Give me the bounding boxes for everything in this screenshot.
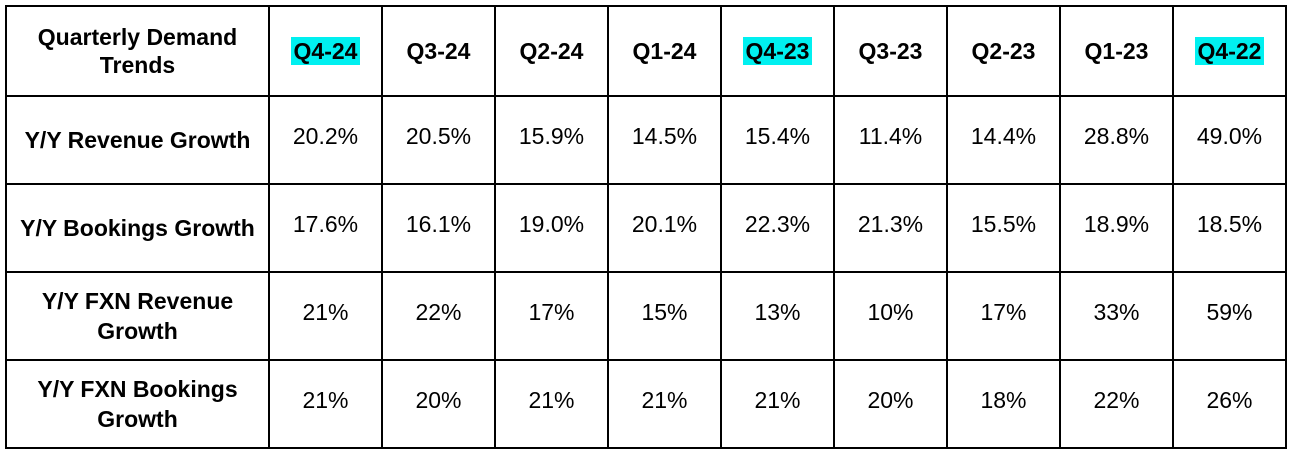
- row-label: Y/Y FXN Bookings Growth: [5, 359, 270, 449]
- column-header: Q4-23: [720, 5, 835, 97]
- data-cell: 18.5%: [1172, 183, 1287, 273]
- column-header-label: Q1-24: [632, 38, 697, 64]
- table-row: Y/Y FXN Bookings Growth 21% 20% 21% 21% …: [5, 359, 1287, 449]
- data-cell: 20.2%: [268, 95, 383, 185]
- corner-header: Quarterly Demand Trends: [5, 5, 270, 97]
- column-header-label: Q1-23: [1084, 38, 1149, 64]
- data-cell: 14.4%: [946, 95, 1061, 185]
- data-cell: 22%: [1059, 359, 1174, 449]
- data-cell: 14.5%: [607, 95, 722, 185]
- column-header: Q3-23: [833, 5, 948, 97]
- data-cell: 10%: [833, 271, 948, 361]
- data-cell: 21%: [607, 359, 722, 449]
- table-row: Y/Y Bookings Growth 17.6% 16.1% 19.0% 20…: [5, 183, 1287, 273]
- column-header: Q4-24: [268, 5, 383, 97]
- column-header: Q1-24: [607, 5, 722, 97]
- quarterly-demand-trends-table: Quarterly Demand Trends Q4-24 Q3-24 Q2-2…: [5, 5, 1287, 449]
- data-cell: 18.9%: [1059, 183, 1174, 273]
- column-header-label: Q3-24: [406, 38, 471, 64]
- data-cell: 18%: [946, 359, 1061, 449]
- data-cell: 22%: [381, 271, 496, 361]
- column-header-label: Q3-23: [858, 38, 923, 64]
- column-header: Q4-22: [1172, 5, 1287, 97]
- data-cell: 21%: [268, 271, 383, 361]
- data-cell: 17%: [494, 271, 609, 361]
- data-cell: 21%: [720, 359, 835, 449]
- demand-trends-table-wrapper: Quarterly Demand Trends Q4-24 Q3-24 Q2-2…: [5, 5, 1287, 449]
- row-label: Y/Y FXN Revenue Growth: [5, 271, 270, 361]
- data-cell: 28.8%: [1059, 95, 1174, 185]
- table-row: Y/Y FXN Revenue Growth 21% 22% 17% 15% 1…: [5, 271, 1287, 361]
- row-label: Y/Y Bookings Growth: [5, 183, 270, 273]
- column-header-label: Q4-24: [290, 37, 361, 65]
- data-cell: 21.3%: [833, 183, 948, 273]
- data-cell: 15%: [607, 271, 722, 361]
- data-cell: 17.6%: [268, 183, 383, 273]
- data-cell: 49.0%: [1172, 95, 1287, 185]
- header-row: Quarterly Demand Trends Q4-24 Q3-24 Q2-2…: [5, 5, 1287, 97]
- column-header: Q2-23: [946, 5, 1061, 97]
- data-cell: 21%: [268, 359, 383, 449]
- data-cell: 19.0%: [494, 183, 609, 273]
- column-header: Q1-23: [1059, 5, 1174, 97]
- data-cell: 21%: [494, 359, 609, 449]
- data-cell: 20%: [381, 359, 496, 449]
- data-cell: 22.3%: [720, 183, 835, 273]
- data-cell: 11.4%: [833, 95, 948, 185]
- data-cell: 15.5%: [946, 183, 1061, 273]
- data-cell: 26%: [1172, 359, 1287, 449]
- data-cell: 16.1%: [381, 183, 496, 273]
- data-cell: 20%: [833, 359, 948, 449]
- column-header: Q2-24: [494, 5, 609, 97]
- data-cell: 20.5%: [381, 95, 496, 185]
- data-cell: 59%: [1172, 271, 1287, 361]
- data-cell: 15.4%: [720, 95, 835, 185]
- data-cell: 15.9%: [494, 95, 609, 185]
- column-header: Q3-24: [381, 5, 496, 97]
- column-header-label: Q4-22: [1194, 37, 1265, 65]
- table-row: Y/Y Revenue Growth 20.2% 20.5% 15.9% 14.…: [5, 95, 1287, 185]
- column-header-label: Q2-23: [971, 38, 1036, 64]
- data-cell: 33%: [1059, 271, 1174, 361]
- data-cell: 17%: [946, 271, 1061, 361]
- row-label: Y/Y Revenue Growth: [5, 95, 270, 185]
- column-header-label: Q4-23: [742, 37, 813, 65]
- data-cell: 13%: [720, 271, 835, 361]
- data-cell: 20.1%: [607, 183, 722, 273]
- column-header-label: Q2-24: [519, 38, 584, 64]
